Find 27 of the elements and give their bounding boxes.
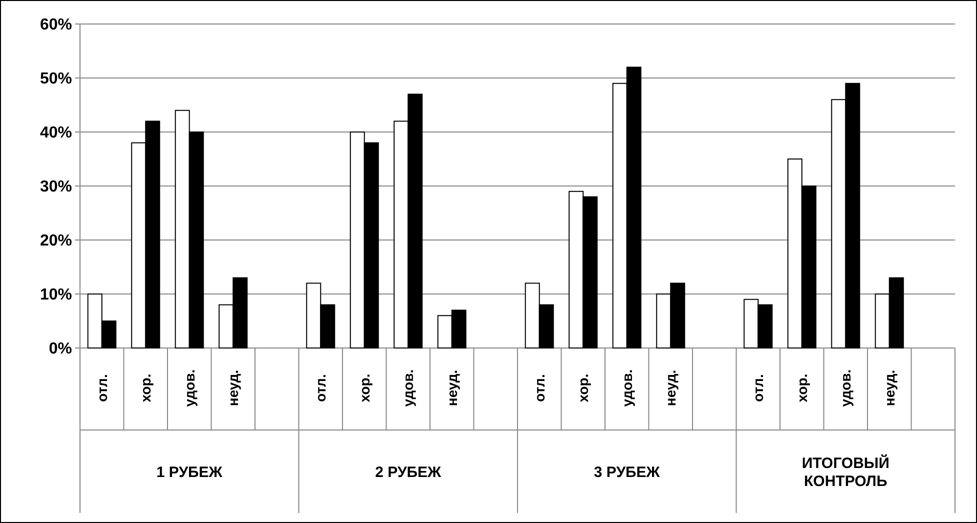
y-tick-label: 60%	[40, 16, 72, 34]
x-tick-label: хор.	[794, 374, 810, 402]
text: 3 РУБЕЖ	[594, 464, 660, 481]
x-tick-label: неуд.	[225, 370, 242, 406]
y-tick-label: 20%	[40, 232, 72, 250]
y-tick-label: 10%	[40, 286, 72, 304]
x-tick-label: неуд.	[881, 370, 898, 406]
y-tick-label: 40%	[40, 124, 72, 142]
x-tick-label: удов.	[400, 369, 416, 407]
x-tick-label: отл.	[94, 374, 110, 402]
y-tick-label: 30%	[40, 178, 72, 196]
text: 1 РУБЕЖ	[156, 464, 223, 481]
x-tick-label: неуд.	[662, 370, 679, 406]
x-tick-label: хор.	[356, 374, 372, 402]
x-tick-label: удов.	[838, 369, 854, 407]
y-tick-label: 50%	[40, 70, 72, 88]
text: ИТОГОВЫЙ КОНТРОЛЬ	[802, 454, 890, 490]
x-tick-label: хор.	[575, 374, 592, 402]
x-tick-label: отл.	[312, 374, 329, 402]
x-tick-label: неуд.	[444, 370, 460, 406]
y-tick-label: 0%	[48, 340, 72, 358]
x-tick-label: удов.	[181, 369, 198, 407]
x-tick-label: отл.	[750, 374, 766, 402]
x-tick-label: удов.	[618, 369, 635, 407]
x-tick-label: хор.	[138, 374, 154, 402]
text: 2 РУБЕЖ	[375, 464, 442, 481]
x-tick-label: отл.	[531, 374, 548, 402]
